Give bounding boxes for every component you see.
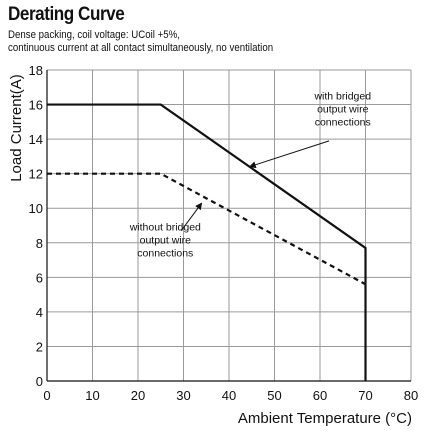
y-tick-label: 2	[36, 339, 43, 354]
chart-subtitle-line-2: continuous current at all contact simult…	[8, 42, 274, 54]
y-tick-label: 16	[29, 98, 43, 113]
chart-subtitle-line-1: Dense packing, coil voltage: UCoil +5%,	[8, 29, 180, 41]
y-axis-label: Load Current(A)	[8, 74, 25, 182]
chart-title: Derating Curve	[8, 4, 125, 25]
x-axis-label: Ambient Temperature (°C)	[238, 410, 412, 427]
x-tick-label: 20	[131, 388, 145, 403]
axes: 0 10 20 30 40 50 60 70 80 0 2 4 6 8 10 12 14 16 18	[29, 63, 419, 403]
annotation-arrow	[248, 140, 330, 169]
annotations: with bridged output wire connectionswithou…	[129, 90, 372, 259]
x-tick-label: 30	[176, 388, 190, 403]
y-tick-label: 14	[29, 132, 43, 147]
y-tick-label: 0	[36, 374, 43, 389]
x-tick-label: 10	[85, 388, 99, 403]
annotation-line: output wire	[317, 103, 369, 115]
y-tick-label: 10	[29, 201, 43, 216]
x-tick-label: 70	[358, 388, 372, 403]
y-tick-label: 8	[36, 236, 43, 251]
y-tick-label: 12	[29, 167, 43, 182]
series	[47, 103, 367, 381]
annotation-arrow	[180, 202, 203, 231]
annotation-line: with bridged	[313, 90, 371, 102]
annotation-line: connections	[315, 116, 371, 128]
x-tick-label: 60	[313, 388, 327, 403]
annotation-line: connections	[137, 248, 193, 260]
solid-series-line	[47, 103, 367, 381]
annotation-line: output wire	[140, 235, 192, 247]
annotation-label: without bridged output wire connections	[129, 222, 201, 260]
x-tick-label: 80	[404, 388, 418, 403]
y-tick-label: 18	[29, 63, 43, 78]
annotation-line: without bridged	[129, 222, 201, 234]
x-tick-label: 0	[43, 388, 50, 403]
y-tick-label: 4	[36, 305, 43, 320]
y-tick-label: 6	[36, 270, 43, 285]
x-tick-label: 50	[267, 388, 281, 403]
annotation-label: with bridged output wire connections	[313, 90, 371, 128]
x-tick-label: 40	[222, 388, 236, 403]
dashed-series-line	[47, 172, 367, 286]
